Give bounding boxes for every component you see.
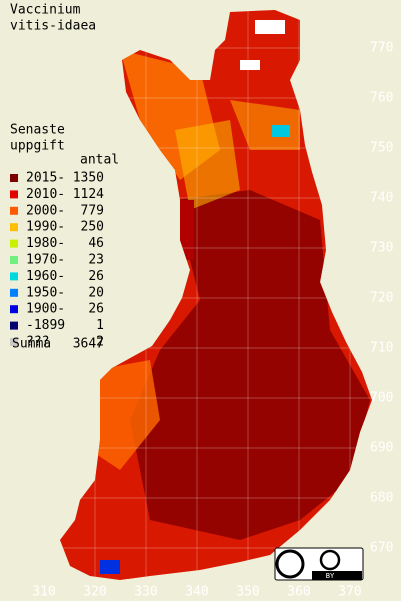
x-tick-label: 330: [134, 585, 157, 600]
region: [90, 360, 160, 470]
legend-count: 26: [88, 269, 104, 284]
legend-label: 2000-: [26, 203, 65, 218]
legend-swatch: [10, 239, 18, 248]
y-tick-label: 670: [370, 541, 393, 556]
y-tick-label: 700: [370, 391, 393, 406]
by-icon: [319, 549, 341, 571]
y-tick-label: 720: [370, 291, 393, 306]
legend-count: 1350: [73, 171, 104, 186]
region: [130, 190, 370, 540]
legend-label: 1970-: [26, 253, 65, 268]
title: vitis-idaea: [10, 19, 96, 34]
x-tick-label: 340: [185, 585, 208, 600]
badge-bar: [312, 571, 362, 580]
y-tick-label: 750: [370, 141, 393, 156]
region: [180, 200, 194, 260]
legend-swatch: [10, 272, 18, 281]
legend-swatch: [10, 174, 18, 182]
title: Vaccinium: [10, 3, 81, 18]
gap: [255, 20, 285, 34]
legend-swatch: [10, 305, 18, 314]
legend-count: 26: [88, 302, 104, 317]
legend-label: 1980-: [26, 236, 65, 251]
legend-swatch: [10, 206, 18, 215]
region: [230, 100, 300, 150]
legend-count: 779: [81, 203, 104, 218]
region: [272, 125, 290, 137]
y-tick-label: 690: [370, 441, 393, 456]
legend-heading: uppgift: [10, 139, 65, 154]
y-tick-label: 760: [370, 91, 393, 106]
legend-swatch: [10, 190, 18, 199]
count-header: antal: [80, 153, 119, 168]
x-tick-label: 320: [83, 585, 106, 600]
y-tick-label: 770: [370, 41, 393, 56]
legend-label: 1950-: [26, 285, 65, 300]
y-tick-label: 740: [370, 191, 393, 206]
legend-label: 1960-: [26, 269, 65, 284]
license-badge: BY: [274, 547, 364, 581]
legend-heading: Senaste: [10, 123, 65, 138]
legend-count: 46: [88, 236, 104, 251]
legend-count: 1: [96, 318, 104, 333]
legend-swatch: [10, 256, 18, 264]
legend-label: ???: [26, 335, 49, 350]
total-label: Summa: [12, 337, 51, 352]
legend-swatch: [10, 338, 18, 346]
legend-label: 1900-: [26, 302, 65, 317]
region: [175, 120, 240, 210]
legend-swatch: [10, 223, 18, 232]
legend-swatch: [10, 288, 18, 297]
legend-label: 1990-: [26, 220, 65, 235]
x-tick-label: 350: [236, 585, 259, 600]
legend-count: 1124: [73, 187, 104, 202]
y-tick-label: 680: [370, 491, 393, 506]
legend-label: 2015-: [26, 171, 65, 186]
legend-count: 2: [96, 335, 104, 350]
x-tick-label: 310: [32, 585, 55, 600]
y-tick-label: 710: [370, 341, 393, 356]
total-count: 3647: [73, 337, 104, 352]
legend-count: 23: [88, 253, 104, 268]
legend: 2015- 1350 2010- 1124 2000- 779 1990- 250 1980- 4…: [10, 171, 104, 350]
legend-swatch: [10, 321, 18, 330]
x-tick-label: 370: [338, 585, 361, 600]
legend-label: 2010-: [26, 187, 65, 202]
y-tick-label: 730: [370, 241, 393, 256]
gap: [240, 60, 260, 70]
legend-label: -1899: [26, 318, 65, 333]
x-tick-label: 360: [287, 585, 310, 600]
cc-icon: [275, 549, 305, 579]
legend-count: 250: [81, 220, 104, 235]
legend-count: 20: [88, 285, 104, 300]
region: [100, 560, 120, 574]
license-text: BY: [326, 572, 335, 580]
